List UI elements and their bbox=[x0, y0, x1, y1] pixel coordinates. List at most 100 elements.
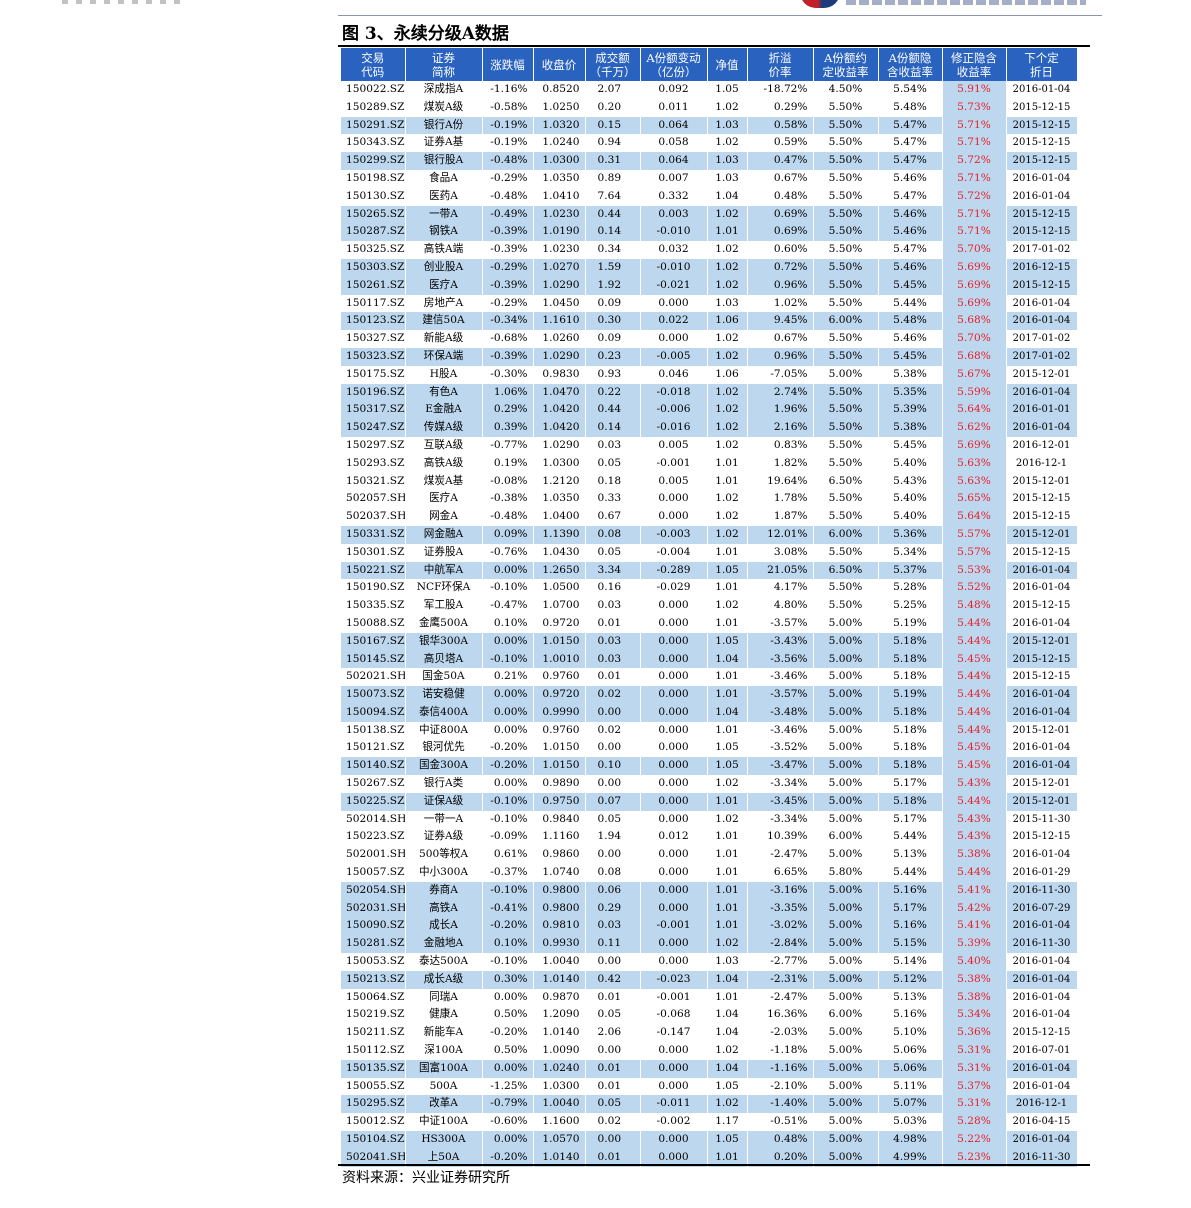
cell-code: 150331.SZ bbox=[341, 525, 406, 544]
cell-code: 150022.SZ bbox=[341, 81, 406, 99]
cell-agreed-yield: 5.00% bbox=[813, 668, 879, 687]
table-row: 150303.SZ 创业股A -0.29% 1.0270 1.59 -0.010 1.02 0… bbox=[341, 258, 1078, 277]
cell-nav: 1.05 bbox=[707, 561, 748, 580]
cell-code: 502021.SH bbox=[341, 668, 406, 687]
cell-premium: 4.17% bbox=[747, 579, 814, 598]
table-row: 150088.SZ 金鹰500A 0.10% 0.9720 0.01 0.000 1.01-… bbox=[341, 614, 1078, 633]
cell-code: 150073.SZ bbox=[341, 686, 406, 704]
cell-next-conversion-date: 2016-01-04 bbox=[1006, 614, 1078, 633]
cell-hidden-yield: 5.18% bbox=[878, 650, 943, 669]
cell-turnover: 0.01 bbox=[585, 668, 641, 687]
cell-agreed-yield: 5.50% bbox=[813, 401, 879, 420]
cell-name: 高铁A端 bbox=[405, 241, 483, 259]
cell-change: -0.39% bbox=[482, 347, 534, 366]
cell-share-change: 0.000 bbox=[640, 330, 708, 348]
cell-nav: 1.04 bbox=[707, 1059, 748, 1078]
cell-nav: 1.02 bbox=[707, 508, 748, 526]
header-line-1: 成交额 bbox=[595, 50, 630, 65]
cell-name: 券商A bbox=[405, 881, 483, 900]
header-line-1: 折溢 bbox=[768, 50, 792, 65]
cell-share-change: -0.016 bbox=[640, 419, 708, 437]
cell-close: 1.0250 bbox=[533, 98, 586, 117]
cell-share-change: -0.001 bbox=[640, 917, 708, 936]
cell-premium: -3.34% bbox=[747, 810, 814, 829]
cell-nav: 1.01 bbox=[707, 614, 748, 633]
cell-agreed-yield: 6.00% bbox=[813, 1006, 879, 1025]
cell-share-change: 0.000 bbox=[640, 1077, 708, 1096]
cell-adjusted-hidden-yield: 5.53% bbox=[942, 561, 1007, 580]
cell-turnover: 0.01 bbox=[585, 1077, 641, 1096]
cell-nav: 1.03 bbox=[707, 294, 748, 313]
cell-hidden-yield: 5.44% bbox=[878, 294, 943, 313]
cell-code: 150211.SZ bbox=[341, 1024, 406, 1043]
header-next-conversion-date: 下个定 折日 bbox=[1006, 48, 1078, 81]
cell-agreed-yield: 5.50% bbox=[813, 508, 879, 526]
cell-code: 150053.SZ bbox=[341, 953, 406, 971]
header-line-1: A份额变动 bbox=[646, 50, 701, 65]
header-line-2: 简称 bbox=[432, 64, 455, 79]
cell-code: 150297.SZ bbox=[341, 436, 406, 455]
cell-adjusted-hidden-yield: 5.23% bbox=[942, 1148, 1007, 1167]
cell-code: 502041.SH bbox=[341, 1148, 406, 1167]
cell-agreed-yield: 5.50% bbox=[813, 116, 879, 135]
cell-hidden-yield: 5.17% bbox=[878, 899, 943, 918]
cell-adjusted-hidden-yield: 5.43% bbox=[942, 810, 1007, 829]
cell-agreed-yield: 5.50% bbox=[813, 490, 879, 509]
cell-hidden-yield: 5.46% bbox=[878, 223, 943, 242]
cell-hidden-yield: 5.54% bbox=[878, 81, 943, 99]
cell-premium: -3.46% bbox=[747, 721, 814, 740]
cell-code: 150088.SZ bbox=[341, 614, 406, 633]
cell-hidden-yield: 5.16% bbox=[878, 1006, 943, 1025]
cell-change: 0.00% bbox=[482, 775, 534, 793]
cell-code: 150219.SZ bbox=[341, 1006, 406, 1025]
cell-code: 502054.SH bbox=[341, 881, 406, 900]
cell-premium: 0.48% bbox=[747, 187, 814, 206]
table-row: 150094.SZ 泰信400A 0.00% 0.9990 0.00 0.000 1.04-… bbox=[341, 703, 1078, 722]
cell-name: 成长A bbox=[405, 917, 483, 936]
cell-next-conversion-date: 2016-01-04 bbox=[1006, 169, 1078, 188]
cell-change: 0.39% bbox=[482, 419, 534, 437]
cell-premium: 0.48% bbox=[747, 1131, 814, 1149]
cell-agreed-yield: 5.00% bbox=[813, 1024, 879, 1043]
cell-name: 改革A bbox=[405, 1095, 483, 1114]
cell-adjusted-hidden-yield: 5.72% bbox=[942, 187, 1007, 206]
cell-turnover: 0.00 bbox=[585, 739, 641, 758]
cell-code: 502037.SH bbox=[341, 508, 406, 526]
cell-nav: 1.04 bbox=[707, 1024, 748, 1043]
cell-code: 150299.SZ bbox=[341, 152, 406, 170]
cell-change: 0.00% bbox=[482, 561, 534, 580]
table-row: 150265.SZ 一带A -0.49% 1.0230 0.44 0.003 1.02 0.6… bbox=[341, 205, 1078, 224]
cell-code: 150196.SZ bbox=[341, 383, 406, 402]
cell-name: 诺安稳健 bbox=[405, 686, 483, 704]
cell-next-conversion-date: 2015-12-15 bbox=[1006, 650, 1078, 669]
cell-name: 证券A级 bbox=[405, 828, 483, 847]
cell-name: 银河优先 bbox=[405, 739, 483, 758]
cell-change: -0.77% bbox=[482, 436, 534, 455]
cell-turnover: 0.18 bbox=[585, 472, 641, 491]
cell-code: 150289.SZ bbox=[341, 98, 406, 117]
cell-change: -1.25% bbox=[482, 1077, 534, 1096]
cell-nav: 1.02 bbox=[707, 330, 748, 348]
cell-close: 1.0090 bbox=[533, 1042, 586, 1060]
cell-code: 150323.SZ bbox=[341, 347, 406, 366]
cell-adjusted-hidden-yield: 5.63% bbox=[942, 454, 1007, 473]
cell-hidden-yield: 5.44% bbox=[878, 864, 943, 882]
cell-next-conversion-date: 2016-01-04 bbox=[1006, 294, 1078, 313]
cell-next-conversion-date: 2016-01-04 bbox=[1006, 846, 1078, 865]
cell-close: 1.0240 bbox=[533, 1059, 586, 1078]
cell-share-change: 0.064 bbox=[640, 116, 708, 135]
cell-code: 150213.SZ bbox=[341, 970, 406, 989]
table-row: 150225.SZ 证保A级 -0.10% 0.9750 0.07 0.000 1.01 -3… bbox=[341, 792, 1078, 811]
cell-agreed-yield: 5.00% bbox=[813, 810, 879, 829]
cell-name: 中航军A bbox=[405, 561, 483, 580]
cell-next-conversion-date: 2016-01-04 bbox=[1006, 703, 1078, 722]
cell-hidden-yield: 5.47% bbox=[878, 187, 943, 206]
cell-name: 高贝塔A bbox=[405, 650, 483, 669]
cell-adjusted-hidden-yield: 5.45% bbox=[942, 757, 1007, 776]
cell-agreed-yield: 5.00% bbox=[813, 650, 879, 669]
cell-turnover: 0.05 bbox=[585, 1006, 641, 1025]
cell-adjusted-hidden-yield: 5.64% bbox=[942, 508, 1007, 526]
cell-next-conversion-date: 2016-01-04 bbox=[1006, 561, 1078, 580]
cell-name: 中证800A bbox=[405, 721, 483, 740]
cell-close: 1.1160 bbox=[533, 828, 586, 847]
